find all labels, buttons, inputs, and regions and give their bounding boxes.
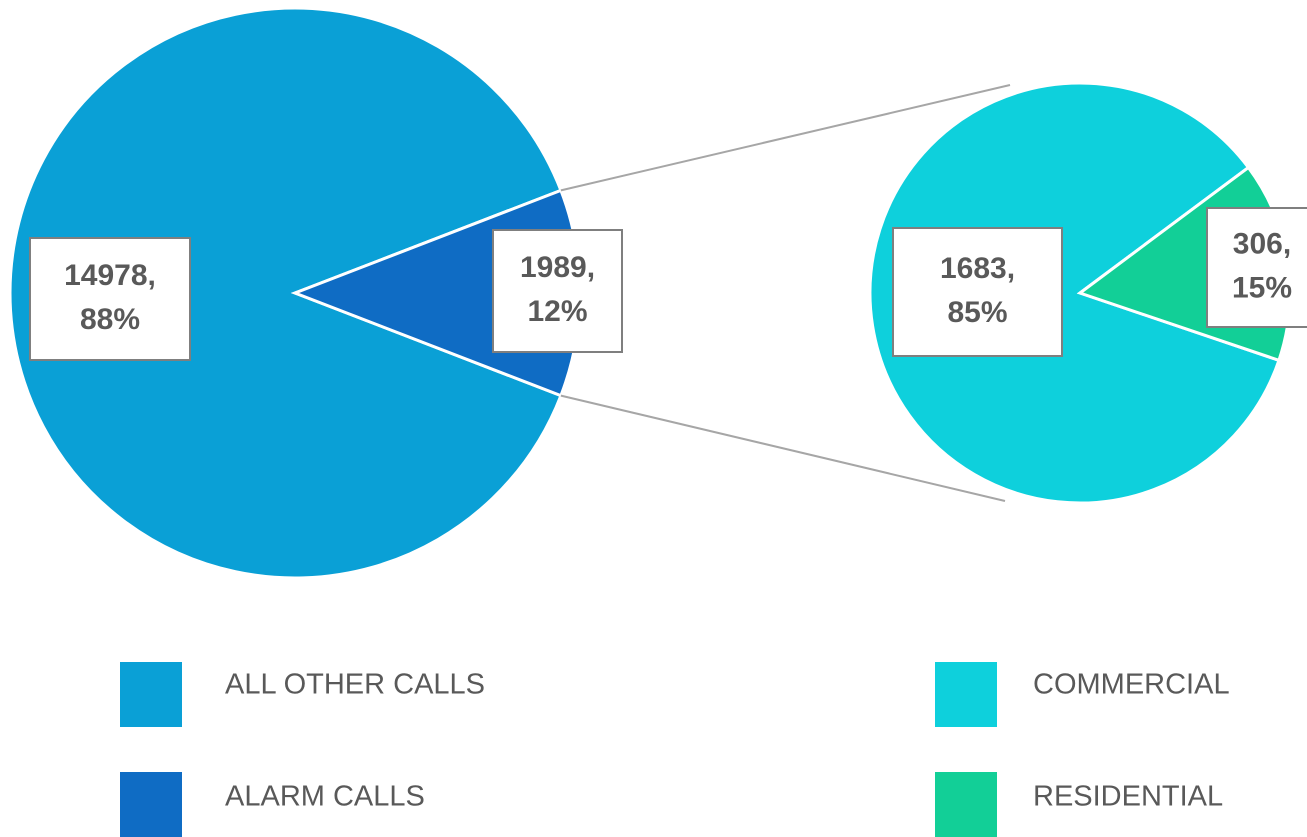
value-label-box — [892, 227, 1063, 357]
legend-swatch — [935, 662, 997, 727]
legend-label: ALARM CALLS — [225, 781, 425, 813]
legend-swatch — [120, 662, 182, 727]
legend-label: ALL OTHER CALLS — [225, 669, 485, 701]
connector-line — [560, 84, 1011, 192]
legend-swatch — [935, 772, 997, 837]
value-label-box — [1206, 207, 1307, 328]
value-label-box — [492, 229, 623, 353]
legend-label: COMMERCIAL — [1033, 669, 1230, 701]
value-label-box — [29, 237, 191, 361]
value-label: 306, — [1233, 227, 1291, 260]
value-label: 88% — [80, 303, 140, 336]
legend-swatch — [120, 772, 182, 837]
pie-slice — [8, 6, 563, 580]
value-label: 12% — [527, 295, 587, 328]
connector-line — [560, 394, 1006, 502]
value-label: 1683, — [940, 252, 1015, 285]
value-label: 15% — [1232, 271, 1292, 304]
value-label: 85% — [947, 296, 1007, 329]
pie-slice — [868, 81, 1281, 505]
value-label: 14978, — [64, 259, 156, 292]
value-label: 1989, — [520, 251, 595, 284]
legend-label: RESIDENTIAL — [1033, 781, 1223, 813]
